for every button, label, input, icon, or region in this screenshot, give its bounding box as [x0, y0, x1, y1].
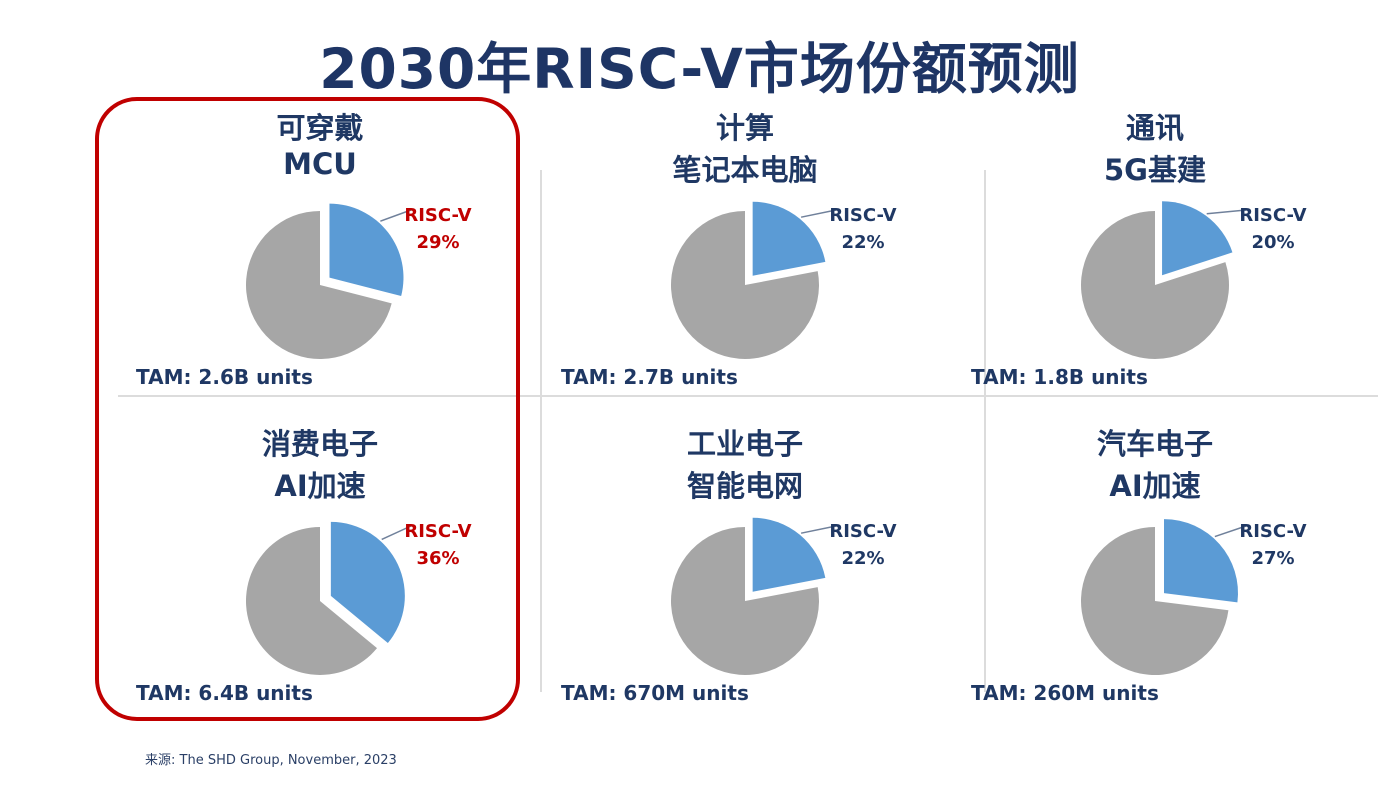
slice-percent: 22%	[841, 548, 885, 569]
subcategory-title: 智能电网	[686, 469, 803, 503]
tam-label: TAM: 2.6B units	[136, 365, 313, 389]
pie-chart-automotive	[1081, 519, 1247, 675]
slice-series-name: RISC-V	[829, 521, 897, 542]
row-divider	[118, 395, 1378, 397]
slice-percent: 20%	[1251, 232, 1295, 253]
tam-label: TAM: 260M units	[971, 681, 1159, 705]
subcategory-title: AI加速	[274, 469, 366, 503]
chart-cell-industrial-grid: 工业电子 智能电网 RISC-V 22% TAM: 670M units	[535, 417, 955, 729]
slice-label: RISC-V 29%	[388, 202, 488, 256]
tam-label: TAM: 670M units	[561, 681, 749, 705]
pie-chart-computing	[671, 201, 837, 359]
chart-cell-automotive-ai: 汽车电子 AI加速 RISC-V 27% TAM: 260M units	[945, 417, 1365, 729]
slice-label: RISC-V 36%	[388, 518, 488, 572]
category-title: 计算	[715, 111, 774, 145]
category-title: 通讯	[1125, 111, 1184, 145]
pie-chart-wearable	[245, 203, 412, 359]
slice-series-name: RISC-V	[404, 205, 472, 226]
category-title: 汽车电子	[1096, 427, 1213, 461]
pie-chart-communications	[1081, 201, 1247, 359]
pie-chart-industrial	[671, 517, 837, 675]
subcategory-title: MCU	[283, 147, 357, 181]
chart-cell-consumer-ai: 消费电子 AI加速 RISC-V 36% TAM: 6.4B units	[110, 417, 530, 729]
column-divider-2	[984, 170, 986, 692]
slice-label: RISC-V 20%	[1223, 202, 1323, 256]
pie-chart-consumer	[246, 521, 412, 675]
slice-percent: 36%	[416, 548, 460, 569]
slice-percent: 29%	[416, 232, 460, 253]
slice-series-name: RISC-V	[829, 205, 897, 226]
tam-label: TAM: 2.7B units	[561, 365, 738, 389]
chart-cell-communications-5g: 通讯 5G基建 RISC-V 20% TAM: 1.8B units	[945, 101, 1365, 413]
chart-cell-computing-laptop: 计算 笔记本电脑 RISC-V 22% TAM: 2.7B units	[535, 101, 955, 413]
category-title: 工业电子	[686, 427, 803, 461]
slice-series-name: RISC-V	[1239, 205, 1307, 226]
slice-series-name: RISC-V	[1239, 521, 1307, 542]
chart-cell-wearable-mcu: 可穿戴 MCU RISC-V 29% TAM: 2.6B units	[110, 101, 530, 413]
slice-series-name: RISC-V	[404, 521, 472, 542]
source-citation: 来源: The SHD Group, November, 2023	[145, 753, 397, 768]
slice-label: RISC-V 22%	[813, 518, 913, 572]
slice-percent: 27%	[1251, 548, 1295, 569]
tam-label: TAM: 1.8B units	[971, 365, 1148, 389]
category-title: 可穿戴	[276, 111, 364, 145]
subcategory-title: 笔记本电脑	[672, 153, 818, 187]
slice-percent: 22%	[841, 232, 885, 253]
highlight-box	[95, 97, 520, 721]
slice-label: RISC-V 27%	[1223, 518, 1323, 572]
slice-label: RISC-V 22%	[813, 202, 913, 256]
slide-title: 2030年RISC-V市场份额预测	[319, 37, 1080, 101]
column-divider-1	[540, 170, 542, 692]
subcategory-title: 5G基建	[1104, 153, 1206, 187]
subcategory-title: AI加速	[1109, 469, 1201, 503]
category-title: 消费电子	[261, 427, 378, 461]
tam-label: TAM: 6.4B units	[136, 681, 313, 705]
